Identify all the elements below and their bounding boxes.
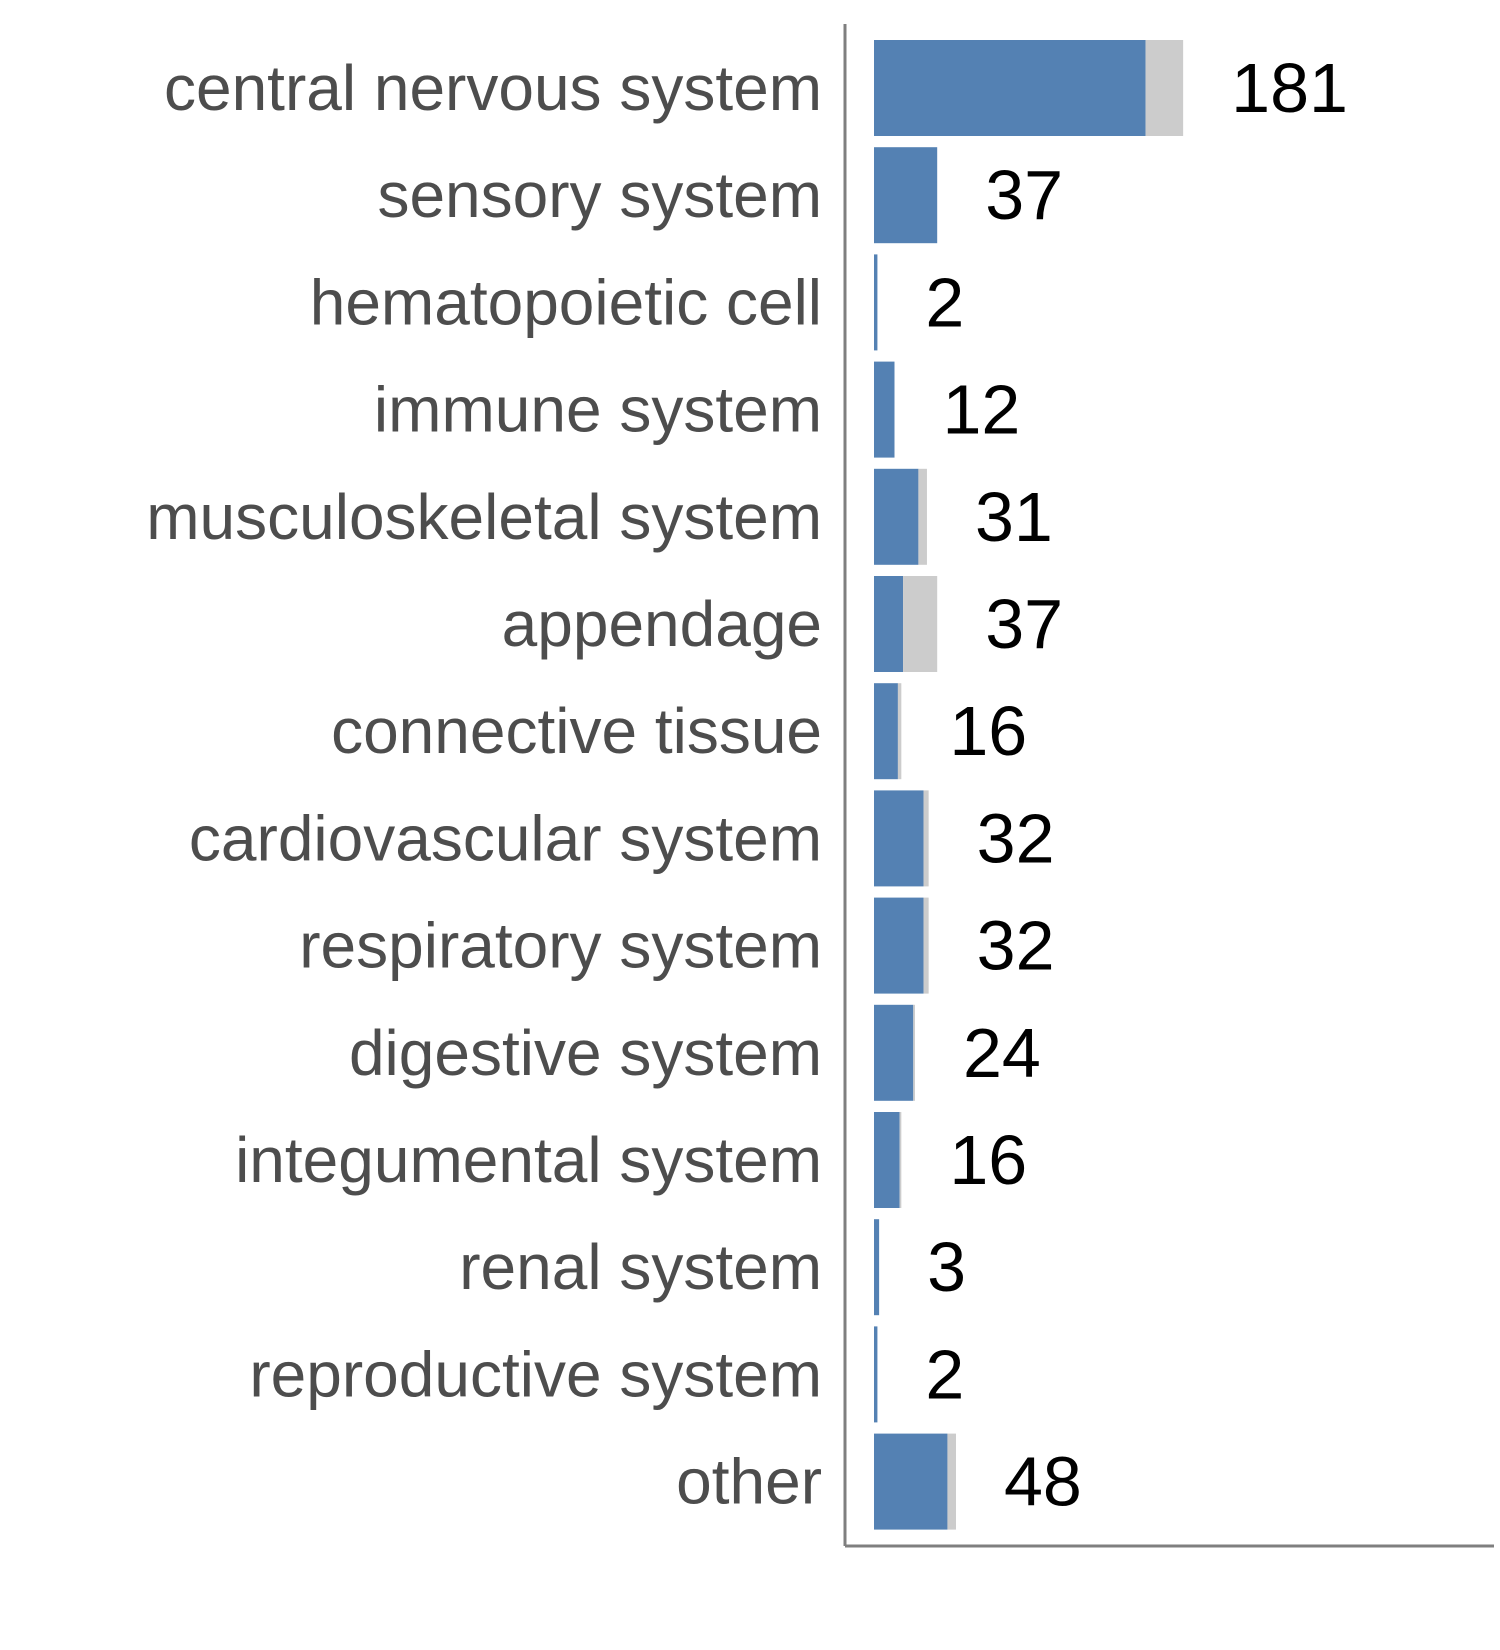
category-label-respiratory-system: respiratory system bbox=[299, 910, 822, 982]
bar-renal-system-segment-1 bbox=[874, 1219, 880, 1316]
bar-appendage-segment-1 bbox=[874, 576, 904, 672]
category-label-other: other bbox=[676, 1446, 822, 1518]
category-label-cardiovascular-system: cardiovascular system bbox=[189, 802, 822, 874]
category-label-renal-system: renal system bbox=[459, 1231, 822, 1303]
bar-sensory-system-segment-1 bbox=[874, 147, 938, 244]
category-label-appendage: appendage bbox=[502, 588, 822, 660]
category-label-central-nervous-system: central nervous system bbox=[164, 52, 822, 124]
value-label-integumental-system: 16 bbox=[949, 1121, 1027, 1199]
value-label-musculoskeletal-system: 31 bbox=[975, 478, 1053, 556]
bars-layer bbox=[874, 40, 1184, 1530]
value-label-appendage: 37 bbox=[985, 585, 1063, 663]
bar-other-segment-2 bbox=[947, 1433, 956, 1530]
bar-musculoskeletal-system-segment-1 bbox=[874, 468, 919, 565]
value-label-digestive-system: 24 bbox=[963, 1014, 1041, 1092]
bar-immune-system-segment-1 bbox=[874, 361, 895, 458]
bar-respiratory-system-segment-1 bbox=[874, 897, 924, 994]
bar-connective-tissue-segment-1 bbox=[874, 683, 898, 780]
bar-integumental-system-segment-2 bbox=[899, 1112, 902, 1208]
category-label-connective-tissue: connective tissue bbox=[331, 695, 822, 767]
bar-digestive-system-segment-1 bbox=[874, 1004, 914, 1101]
category-label-digestive-system: digestive system bbox=[349, 1017, 822, 1089]
category-label-immune-system: immune system bbox=[374, 374, 822, 446]
bar-central-nervous-system-segment-1 bbox=[874, 40, 1146, 136]
value-label-central-nervous-system: 181 bbox=[1231, 49, 1348, 127]
value-label-cardiovascular-system: 32 bbox=[977, 799, 1055, 877]
category-label-hematopoietic-cell: hematopoietic cell bbox=[310, 266, 822, 338]
value-label-renal-system: 3 bbox=[927, 1228, 966, 1306]
bar-integumental-system-segment-1 bbox=[874, 1112, 900, 1208]
value-label-immune-system: 12 bbox=[942, 371, 1020, 449]
bar-musculoskeletal-system-segment-2 bbox=[918, 468, 927, 565]
value-label-other: 48 bbox=[1004, 1443, 1082, 1521]
bar-other-segment-1 bbox=[874, 1433, 948, 1530]
bar-central-nervous-system-segment-2 bbox=[1145, 40, 1184, 136]
value-label-reproductive-system: 2 bbox=[925, 1335, 964, 1413]
value-label-respiratory-system: 32 bbox=[977, 907, 1055, 985]
bar-connective-tissue-segment-2 bbox=[897, 683, 902, 780]
category-label-sensory-system: sensory system bbox=[377, 159, 822, 231]
bar-reproductive-system-segment-1 bbox=[874, 1326, 878, 1423]
bar-respiratory-system-segment-2 bbox=[923, 897, 929, 994]
category-label-integumental-system: integumental system bbox=[235, 1124, 822, 1196]
category-label-musculoskeletal-system: musculoskeletal system bbox=[146, 481, 822, 553]
category-labels-layer: central nervous system sensory system hema… bbox=[146, 52, 822, 1518]
bar-cardiovascular-system-segment-1 bbox=[874, 790, 924, 887]
bar-appendage-segment-2 bbox=[903, 576, 938, 672]
value-label-hematopoietic-cell: 2 bbox=[925, 263, 964, 341]
bar-digestive-system-segment-2 bbox=[913, 1004, 915, 1101]
bar-cardiovascular-system-segment-2 bbox=[923, 790, 929, 887]
value-label-connective-tissue: 16 bbox=[949, 692, 1027, 770]
value-label-sensory-system: 37 bbox=[985, 156, 1063, 234]
bar-hematopoietic-cell-segment-1 bbox=[874, 254, 878, 351]
category-label-reproductive-system: reproductive system bbox=[249, 1338, 822, 1410]
